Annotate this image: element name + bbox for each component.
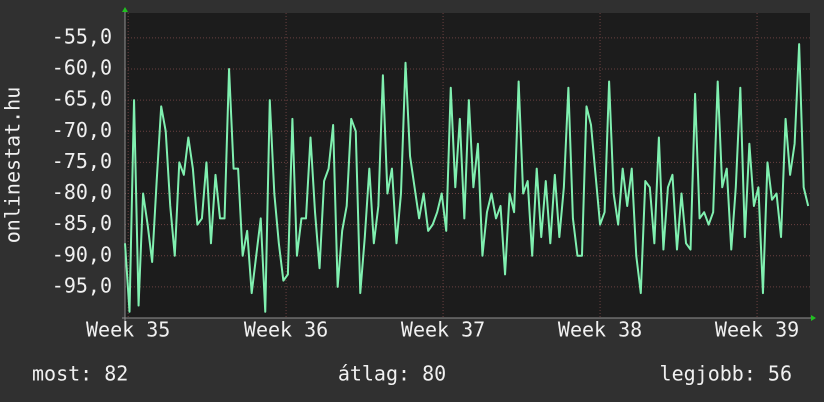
footer-current: most: 82 — [32, 362, 128, 386]
y-axis-label: onlinestat.hu — [1, 87, 25, 244]
x-tick-label: Week 35 — [86, 318, 170, 342]
x-tick-label: Week 39 — [715, 318, 799, 342]
y-tick-label: -60,0 — [52, 56, 112, 80]
footer-average: átlag: 80 — [338, 362, 446, 386]
y-tick-label: -90,0 — [52, 242, 112, 266]
x-tick-label: Week 38 — [558, 318, 642, 342]
footer-best: legjobb: 56 — [660, 362, 792, 386]
y-tick-label: -75,0 — [52, 149, 112, 173]
y-tick-label: -95,0 — [52, 273, 112, 297]
axis-arrow — [122, 7, 128, 12]
x-tick-label: Week 37 — [401, 318, 485, 342]
y-tick-label: -80,0 — [52, 180, 112, 204]
y-tick-label: -70,0 — [52, 118, 112, 142]
data-line — [124, 43, 810, 313]
y-tick-label: -65,0 — [52, 87, 112, 111]
plot-area — [125, 13, 810, 318]
x-tick-label: Week 36 — [244, 318, 328, 342]
y-tick-label: -55,0 — [52, 24, 112, 48]
axis-arrow — [811, 315, 816, 321]
y-tick-label: -85,0 — [52, 211, 112, 235]
